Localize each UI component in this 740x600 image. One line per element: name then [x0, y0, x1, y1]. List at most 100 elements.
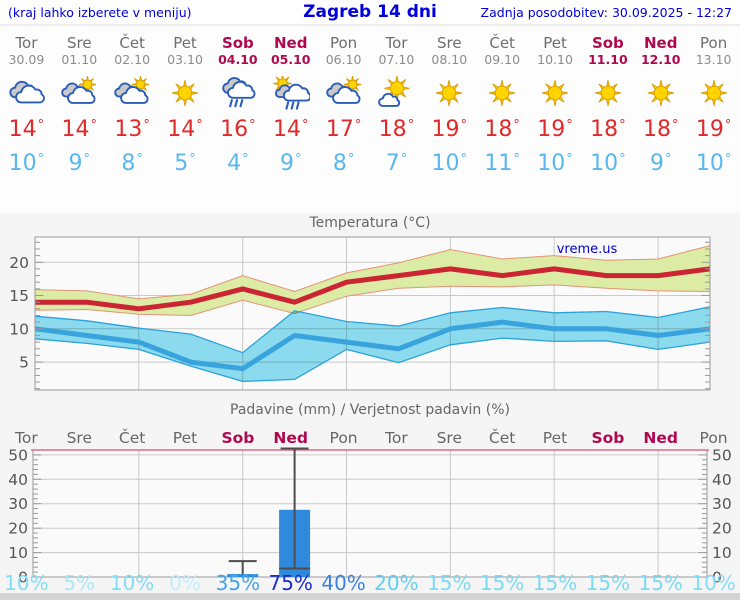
- forecast-day-column[interactable]: Sre 08.10 19° 10°: [423, 26, 476, 213]
- precip-chart-title: Padavine (mm) / Verjetnost padavin (%): [230, 402, 510, 418]
- forecast-day-column[interactable]: Sob 04.10 16° 4°: [211, 26, 264, 213]
- high-temperature: 16°: [220, 117, 256, 142]
- high-temperature: 14°: [167, 117, 203, 142]
- precip-bar: [279, 447, 311, 577]
- precip-axis-tick-label-right: 10: [712, 544, 732, 562]
- precip-axis-tick-label-left: 10: [8, 544, 28, 562]
- precip-probability-label: 15%: [533, 571, 577, 593]
- low-temperature: 8°: [121, 151, 143, 176]
- precip-day-label: Sob: [221, 429, 254, 447]
- sun-core: [177, 85, 193, 101]
- weather-icon-cell: [53, 75, 106, 111]
- precip-probability-label: 15%: [427, 571, 471, 593]
- cloud-shape: [378, 92, 401, 107]
- forecast-day-column[interactable]: Pon 13.10 19° 10°: [687, 26, 740, 213]
- low-temperature: 9°: [649, 151, 672, 176]
- last-updated: Zadnja posodobitev: 30.09.2025 - 12:27: [480, 5, 732, 20]
- precip-day-label: Tor: [14, 429, 38, 447]
- precip-probability-label: 20%: [374, 571, 418, 593]
- sun-core: [442, 85, 457, 101]
- precip-probability-label: 10%: [691, 571, 735, 593]
- cloud-shape: [227, 80, 256, 99]
- day-name: Čet: [489, 34, 515, 52]
- sun-core: [347, 79, 357, 90]
- forecast-day-column[interactable]: Pet 03.10 14° 5°: [159, 26, 212, 213]
- forecast-day-column[interactable]: Sre 01.10 14° 9°: [53, 26, 106, 213]
- precip-axis-tick-label-right: 20: [712, 520, 732, 538]
- weather-icon-cell: [370, 75, 423, 111]
- partly-sunny-icon: [61, 76, 97, 104]
- forecast-day-column[interactable]: Tor 07.10 18° 7°: [370, 26, 423, 213]
- day-date: 13.10: [695, 52, 732, 67]
- rain-drop: [239, 99, 244, 108]
- rain-drop: [285, 101, 289, 110]
- low-temperature: 10°: [590, 151, 626, 176]
- sun-rays: [436, 79, 463, 107]
- sun-rays: [488, 79, 516, 107]
- sun-rays: [594, 79, 622, 107]
- precip-day-label: Čet: [489, 428, 515, 447]
- low-temperature: 9°: [279, 151, 302, 176]
- forecast-day-column[interactable]: Čet 02.10 13° 8°: [106, 26, 159, 213]
- precip-day-label: Sre: [67, 429, 92, 447]
- cloudy-icon: [9, 80, 46, 104]
- precip-day-label: Ned: [273, 429, 308, 447]
- high-temperature: 19°: [431, 117, 468, 142]
- high-temperature: 19°: [537, 117, 573, 142]
- weather-icon-cell: [211, 75, 264, 111]
- low-temperature: 9°: [68, 151, 91, 176]
- precip-probability-label: 75%: [268, 571, 312, 593]
- forecast-day-column[interactable]: Sob 11.10 18° 10°: [581, 26, 634, 213]
- high-temperature: 18°: [484, 117, 520, 142]
- day-date: 03.10: [167, 52, 203, 67]
- horizontal-scrollbar[interactable]: [0, 593, 740, 600]
- high-temperature: 14°: [61, 117, 98, 142]
- day-date: 09.10: [484, 52, 521, 67]
- day-name: Ned: [273, 34, 308, 52]
- forecast-day-column[interactable]: Čet 09.10 18° 11°: [476, 26, 529, 213]
- temperature-chart: Temperatura (°C) 5 10 15 20 vreme.us: [9, 215, 711, 391]
- partly-sunny-icon: [325, 76, 361, 104]
- day-name: Sob: [591, 34, 624, 52]
- sun-rays: [171, 79, 199, 107]
- day-name: Sob: [221, 34, 254, 52]
- weather-icon-cell: [264, 75, 317, 111]
- low-temperature: 4°: [227, 151, 249, 176]
- precip-axis-tick-label-left: 20: [8, 520, 28, 538]
- watermark-link[interactable]: vreme.us: [557, 242, 618, 257]
- day-date: 06.10: [325, 52, 362, 67]
- sun-rays: [541, 79, 569, 107]
- forecast-day-column[interactable]: Pet 10.10 19° 10°: [529, 26, 582, 213]
- precip-axis-tick-label-left: 40: [8, 471, 28, 489]
- day-date: 08.10: [431, 52, 468, 67]
- high-temperature: 19°: [695, 117, 732, 142]
- page-title: Zagreb 14 dni: [303, 2, 437, 22]
- day-date: 01.10: [61, 52, 98, 67]
- high-temperature: 13°: [114, 117, 150, 142]
- low-temperature: 10°: [537, 151, 573, 176]
- weather-icon-cell: [159, 75, 212, 111]
- day-name: Čet: [119, 34, 145, 52]
- forecast-day-column[interactable]: Ned 05.10 14° 9°: [264, 26, 317, 213]
- forecast-day-column[interactable]: Ned 12.10 18° 9°: [634, 26, 687, 213]
- weather-icon-cell: [687, 75, 740, 111]
- temp-axis-tick-label: 15: [9, 287, 29, 305]
- precip-day-label: Pet: [173, 429, 197, 447]
- weather-icon-cell: [0, 75, 53, 111]
- menu-hint: (kraj lahko izberete v meniju): [8, 5, 192, 20]
- low-temperature: 10°: [431, 151, 468, 176]
- low-temperature: 7°: [385, 151, 408, 176]
- sun-core: [547, 85, 563, 101]
- precip-day-label: Sob: [591, 429, 624, 447]
- day-date: 05.10: [270, 52, 311, 67]
- day-name: Tor: [385, 34, 408, 52]
- weather-icon-cell: [634, 75, 687, 111]
- forecast-day-column[interactable]: Tor 30.09 14° 10°: [0, 26, 53, 213]
- sunny-icon: [594, 79, 622, 107]
- sun-rays: [647, 79, 674, 107]
- temp-chart-title: Temperatura (°C): [308, 215, 430, 231]
- sunny-icon: [541, 79, 569, 107]
- forecast-day-column[interactable]: Pon 06.10 17° 8°: [317, 26, 370, 213]
- weather-icon-cell: [529, 75, 582, 111]
- precip-day-label: Pon: [330, 429, 358, 447]
